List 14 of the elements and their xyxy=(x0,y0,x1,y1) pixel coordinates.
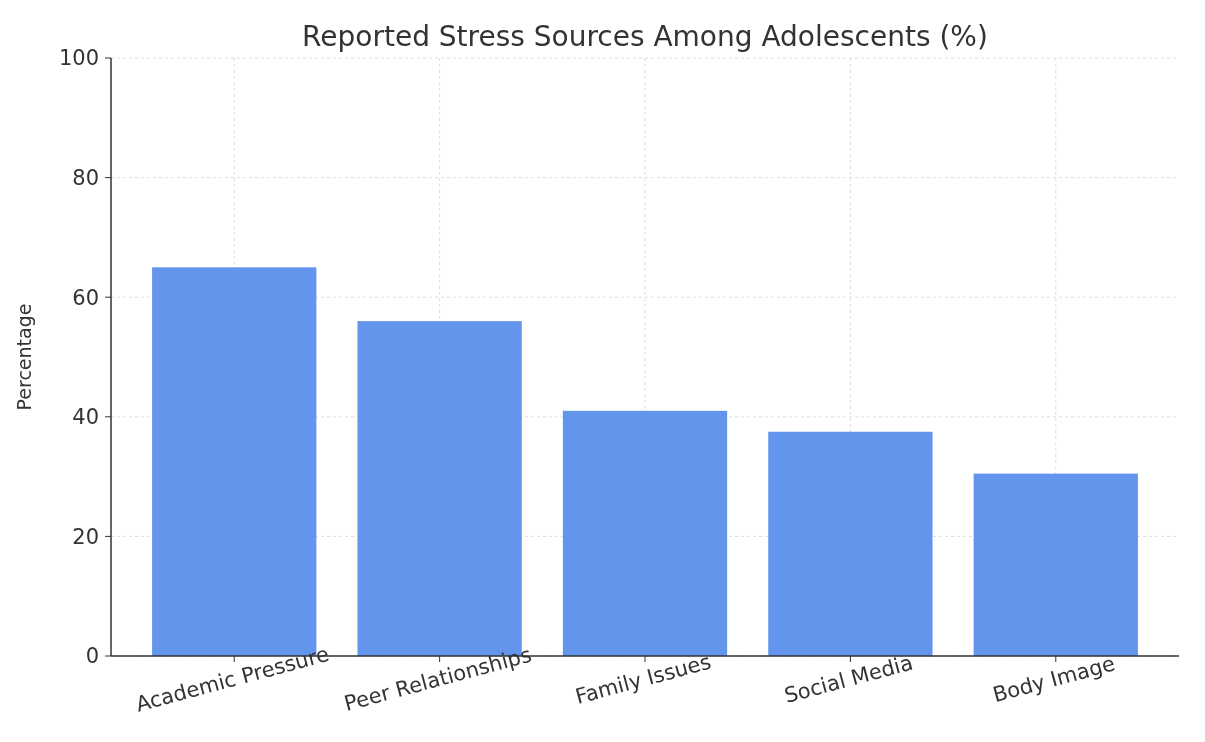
y-axis-title: Percentage xyxy=(13,303,35,411)
x-tick-label: Social Media xyxy=(781,650,916,708)
y-tick-label: 60 xyxy=(72,285,99,310)
bar xyxy=(768,431,933,656)
y-tick-label: 20 xyxy=(72,524,99,549)
y-tick-label: 80 xyxy=(72,165,99,190)
y-tick-label: 40 xyxy=(72,405,99,430)
bar xyxy=(562,410,728,656)
y-tick-label: 100 xyxy=(58,46,99,71)
x-tick-label: Family Issues xyxy=(572,649,714,709)
chart-title: Reported Stress Sources Among Adolescents (%) xyxy=(302,20,988,53)
x-tick-label: Body Image xyxy=(990,651,1118,708)
bar xyxy=(973,473,1138,656)
y-tick-label: 0 xyxy=(85,644,99,669)
